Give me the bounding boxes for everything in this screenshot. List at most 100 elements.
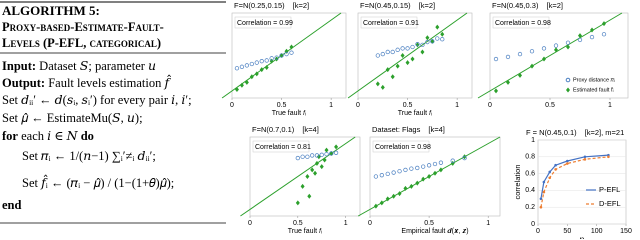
point [274, 55, 279, 60]
algorithm-line: Set 𝑑ᵢᵢ′ ← 𝑑(𝑠ᵢ, 𝑠ᵢ′) for every pair 𝑖, … [2, 93, 192, 107]
point [234, 66, 240, 71]
point [274, 56, 279, 62]
point [305, 154, 310, 159]
panel-title: F = N(0.45,0.1) [k=2], m=21 [526, 128, 624, 137]
point [307, 193, 312, 199]
point [334, 144, 339, 150]
point [554, 168, 557, 171]
point [554, 163, 557, 167]
x-tick-label: 0 [368, 220, 372, 227]
reference-line [477, 12, 623, 99]
panel-title: F=N(0.7,0.1) [k=4] [252, 125, 319, 134]
point [322, 157, 327, 163]
legend-label: Estimated fault 𝑓̂ᵢ [573, 86, 614, 93]
point [259, 59, 264, 64]
x-tick-label: 1 [486, 220, 490, 227]
y-tick-label: 0 [531, 221, 535, 228]
point [329, 151, 334, 156]
point [601, 32, 607, 37]
point [505, 54, 511, 60]
point [397, 191, 402, 197]
algorithm-line: Input: Dataset 𝑆; parameter 𝑢 [2, 59, 156, 73]
x-tick-label: 1 [329, 102, 333, 109]
text-part: Dataset 𝑆; parameter 𝑢 [36, 59, 156, 73]
point [578, 33, 582, 39]
point [324, 151, 329, 157]
point [430, 39, 435, 44]
point [385, 49, 390, 55]
algorithm-line: Set 𝜇̂ ← EstimateMu(𝑆, 𝑢); [2, 111, 143, 125]
point [440, 31, 445, 37]
point [390, 74, 395, 80]
point [305, 174, 310, 179]
point [314, 160, 319, 166]
point [279, 53, 284, 58]
legend-label: P-EFL [599, 185, 620, 194]
point [259, 67, 264, 73]
point [239, 64, 245, 69]
point [264, 65, 269, 71]
point [506, 79, 510, 85]
y-tick-label: 0.2 [525, 204, 535, 211]
text-part: end [2, 198, 22, 212]
point [566, 159, 569, 163]
text-part: for [2, 129, 18, 143]
point [410, 56, 415, 62]
annotation-box [252, 140, 310, 153]
point [426, 163, 432, 168]
point [435, 24, 440, 30]
point [324, 147, 329, 153]
point [264, 58, 269, 63]
point [427, 174, 432, 179]
text-part: F=N(0.45,0.3) [492, 1, 539, 10]
point [432, 161, 438, 167]
x-tick-label: 0 [248, 220, 252, 227]
point [397, 169, 402, 174]
text-part: Set 𝜋ᵢ ← 1/(𝑛−1) ∑ᵢ′≠ᵢ 𝑑ᵢᵢ′; [22, 149, 156, 163]
point [310, 167, 315, 173]
annotation: Correlation = 0.99 [237, 20, 293, 27]
point [314, 153, 320, 158]
point [380, 51, 385, 57]
point [409, 166, 414, 171]
point [409, 183, 414, 189]
point [395, 47, 400, 52]
x-tick-label: 0 [536, 228, 540, 235]
legend-marker [566, 87, 570, 93]
point [602, 21, 606, 27]
point [542, 180, 546, 184]
x-tick-label: 0 [356, 102, 360, 109]
x-tick-label: 0 [230, 102, 234, 109]
annotation: Correlation = 0.98 [375, 144, 431, 151]
point [494, 88, 498, 94]
point [391, 193, 396, 199]
point [295, 155, 300, 161]
point [462, 155, 467, 161]
x-tick-label: 0.5 [545, 102, 555, 109]
point [517, 51, 523, 57]
algorithm-line: for each 𝑖 ∈ 𝑁 do [2, 129, 94, 143]
point [249, 61, 254, 67]
panel-title: F=N(0.25,0.15) [k=2] [234, 1, 309, 10]
point [385, 171, 390, 177]
algorithm-name: Proxy-based-Estimate-Fault- [2, 20, 164, 34]
point [421, 164, 426, 169]
text-part: F=N(0.25,0.15) [234, 1, 285, 10]
point [373, 174, 379, 179]
point [284, 51, 289, 57]
x-axis-label: True fault 𝑓ᵢ [288, 227, 323, 235]
point [438, 167, 443, 173]
plot-frame [489, 12, 629, 99]
text-part: F = N(0.45,0.1) [526, 128, 577, 137]
point [541, 46, 547, 51]
text-part: Set 𝑓̂ᵢ ← (𝜋ᵢ − 𝜇̂) / (1−(1+𝜃)𝜇̂); [22, 173, 174, 190]
algorithm-name: Levels (P-EFL, categorical) [2, 36, 161, 50]
point [415, 42, 420, 48]
point [373, 203, 378, 209]
reference-line [347, 12, 468, 99]
text-part: [k=4] [428, 125, 444, 134]
panel-title: Dataset: Flags [k=4] [372, 125, 445, 134]
point [254, 71, 259, 77]
